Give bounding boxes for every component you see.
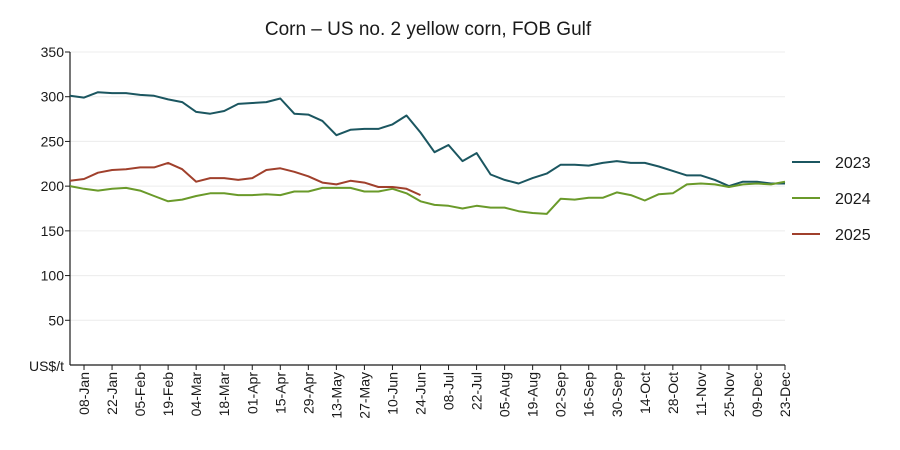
series-line-2023 xyxy=(69,91,785,188)
x-tick-label: 14-Oct xyxy=(637,372,653,414)
y-tick-label: 150 xyxy=(41,223,65,239)
x-tick-label: 09-Dec xyxy=(749,372,765,417)
x-tick-label: 28-Oct xyxy=(665,372,681,414)
x-tick-label: 02-Sep xyxy=(553,372,569,417)
y-axis-unit-label: US$/t xyxy=(29,358,64,374)
y-tick-label: 100 xyxy=(41,268,65,284)
x-tick-label: 04-Mar xyxy=(188,372,204,417)
x-tick-label: 19-Feb xyxy=(160,372,176,417)
chart-title: Corn – US no. 2 yellow corn, FOB Gulf xyxy=(265,19,592,40)
y-axis-ticks: 50 100 150 200 250 300 350 xyxy=(41,44,70,328)
y-tick-label: 300 xyxy=(41,89,65,105)
x-tick-label: 24-Jun xyxy=(412,372,428,415)
x-tick-label: 13-May xyxy=(328,372,344,419)
x-tick-label: 11-Nov xyxy=(693,372,709,416)
x-tick-label: 08-Jul xyxy=(441,372,457,410)
x-tick-label: 29-Apr xyxy=(300,372,316,414)
x-tick-label: 01-Apr xyxy=(244,372,260,414)
y-tick-label: 200 xyxy=(41,178,65,194)
x-tick-label: 05-Feb xyxy=(132,372,148,417)
x-tick-label: 19-Aug xyxy=(525,372,541,417)
x-tick-label: 15-Apr xyxy=(272,372,288,414)
x-tick-label: 22-Jan xyxy=(104,372,120,415)
x-tick-label: 10-Jun xyxy=(384,372,400,415)
x-tick-label: 16-Sep xyxy=(581,372,597,417)
series-line-2025 xyxy=(69,161,421,197)
x-tick-label: 23-Dec xyxy=(777,372,793,417)
x-tick-label: 08-Jan xyxy=(76,372,92,415)
legend-label-2023: 2023 xyxy=(835,155,871,172)
series-line-2024 xyxy=(69,180,786,215)
legend: 2023 2024 2025 xyxy=(792,155,871,244)
x-tick-label: 27-May xyxy=(356,372,372,419)
y-tick-label: 250 xyxy=(41,133,65,149)
x-tick-label: 22-Jul xyxy=(469,372,485,410)
legend-label-2024: 2024 xyxy=(835,191,871,208)
x-tick-label: 25-Nov xyxy=(721,372,737,417)
x-axis-ticks: 08-Jan 22-Jan 05-Feb 19-Feb 04-Mar 18-Mar 01-A… xyxy=(76,365,793,419)
legend-label-2025: 2025 xyxy=(835,227,871,244)
series-lines xyxy=(69,91,786,215)
y-tick-label: 350 xyxy=(41,44,65,60)
gridlines xyxy=(70,51,785,321)
x-tick-label: 05-Aug xyxy=(497,372,513,417)
y-tick-label: 50 xyxy=(48,312,64,328)
axes xyxy=(69,52,785,366)
x-tick-label: 30-Sep xyxy=(609,372,625,417)
x-tick-label: 18-Mar xyxy=(216,372,232,417)
